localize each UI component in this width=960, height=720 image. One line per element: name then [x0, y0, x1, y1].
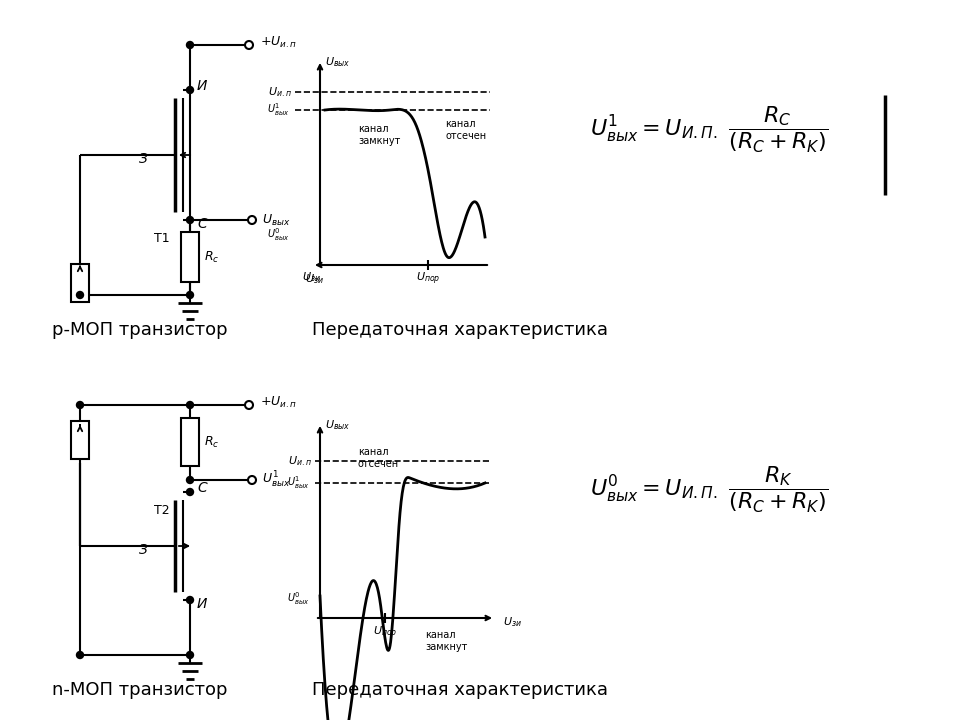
Text: $U_{и.п}$: $U_{и.п}$: [268, 85, 292, 99]
Text: p-МОП транзистор: p-МОП транзистор: [52, 321, 228, 339]
Text: $+U_{и.п}$: $+U_{и.п}$: [260, 35, 298, 50]
Text: $U_{зи}$: $U_{зи}$: [305, 272, 324, 286]
Text: $U_{вых}$: $U_{вых}$: [325, 418, 350, 432]
Text: $U_{вых}$: $U_{вых}$: [325, 55, 350, 69]
Bar: [71, 421, 89, 459]
Text: И: И: [197, 597, 207, 611]
Text: З: З: [138, 543, 148, 557]
Text: С: С: [197, 217, 206, 231]
Text: $U^1_{вых}$: $U^1_{вых}$: [287, 474, 310, 491]
Text: Передаточная характеристика: Передаточная характеристика: [312, 681, 608, 699]
Text: И: И: [197, 79, 207, 93]
Circle shape: [186, 217, 194, 223]
Circle shape: [186, 86, 194, 94]
Text: $U_{и.п}$: $U_{и.п}$: [288, 454, 312, 468]
Text: $U^1_{вых}$: $U^1_{вых}$: [262, 470, 291, 490]
Text: Передаточная характеристика: Передаточная характеристика: [312, 321, 608, 339]
Circle shape: [186, 488, 194, 495]
Text: $U_{пор}$: $U_{пор}$: [416, 271, 441, 287]
Circle shape: [186, 402, 194, 408]
Text: $R_c$: $R_c$: [204, 434, 220, 449]
Text: $U^1_{вых}$: $U^1_{вых}$: [268, 102, 290, 118]
Bar: [181, 418, 199, 466]
Text: T1: T1: [155, 232, 170, 245]
Circle shape: [186, 652, 194, 659]
Bar: [181, 232, 199, 282]
Bar: [71, 264, 89, 302]
Text: $U^0_{вых}$: $U^0_{вых}$: [268, 227, 290, 243]
Circle shape: [186, 42, 194, 48]
Text: канал
замкнут: канал замкнут: [425, 630, 468, 652]
Text: $+U_{и.п}$: $+U_{и.п}$: [260, 395, 298, 410]
Circle shape: [77, 402, 84, 408]
Text: $U^{0}_{вых} = U_{И.П.}\ \dfrac{R_K}{(R_C + R_K)}$: $U^{0}_{вых} = U_{И.П.}\ \dfrac{R_K}{(R_…: [590, 465, 828, 515]
Circle shape: [186, 596, 194, 603]
Text: $U_{вых}$: $U_{вых}$: [262, 212, 291, 228]
Text: $U_{зи}$: $U_{зи}$: [503, 615, 522, 629]
Text: $U_{зи}$: $U_{зи}$: [302, 270, 322, 284]
Text: канал
отсечен: канал отсечен: [358, 447, 399, 469]
Circle shape: [186, 477, 194, 484]
Text: З: З: [138, 152, 148, 166]
Text: С: С: [197, 481, 206, 495]
Text: $U^{1}_{вых} = U_{И.П.}\ \dfrac{R_C}{(R_C + R_K)}$: $U^{1}_{вых} = U_{И.П.}\ \dfrac{R_C}{(R_…: [590, 105, 828, 155]
Text: $R_c$: $R_c$: [204, 249, 220, 264]
Text: канал
отсечен: канал отсечен: [445, 120, 486, 141]
Text: $U_{пор}$: $U_{пор}$: [372, 625, 397, 642]
Text: n-МОП транзистор: n-МОП транзистор: [52, 681, 228, 699]
Text: $U^0_{вых}$: $U^0_{вых}$: [287, 590, 310, 608]
Circle shape: [77, 292, 84, 299]
Circle shape: [77, 652, 84, 659]
Text: канал
замкнут: канал замкнут: [358, 124, 400, 145]
Circle shape: [186, 292, 194, 299]
Text: T2: T2: [155, 503, 170, 516]
